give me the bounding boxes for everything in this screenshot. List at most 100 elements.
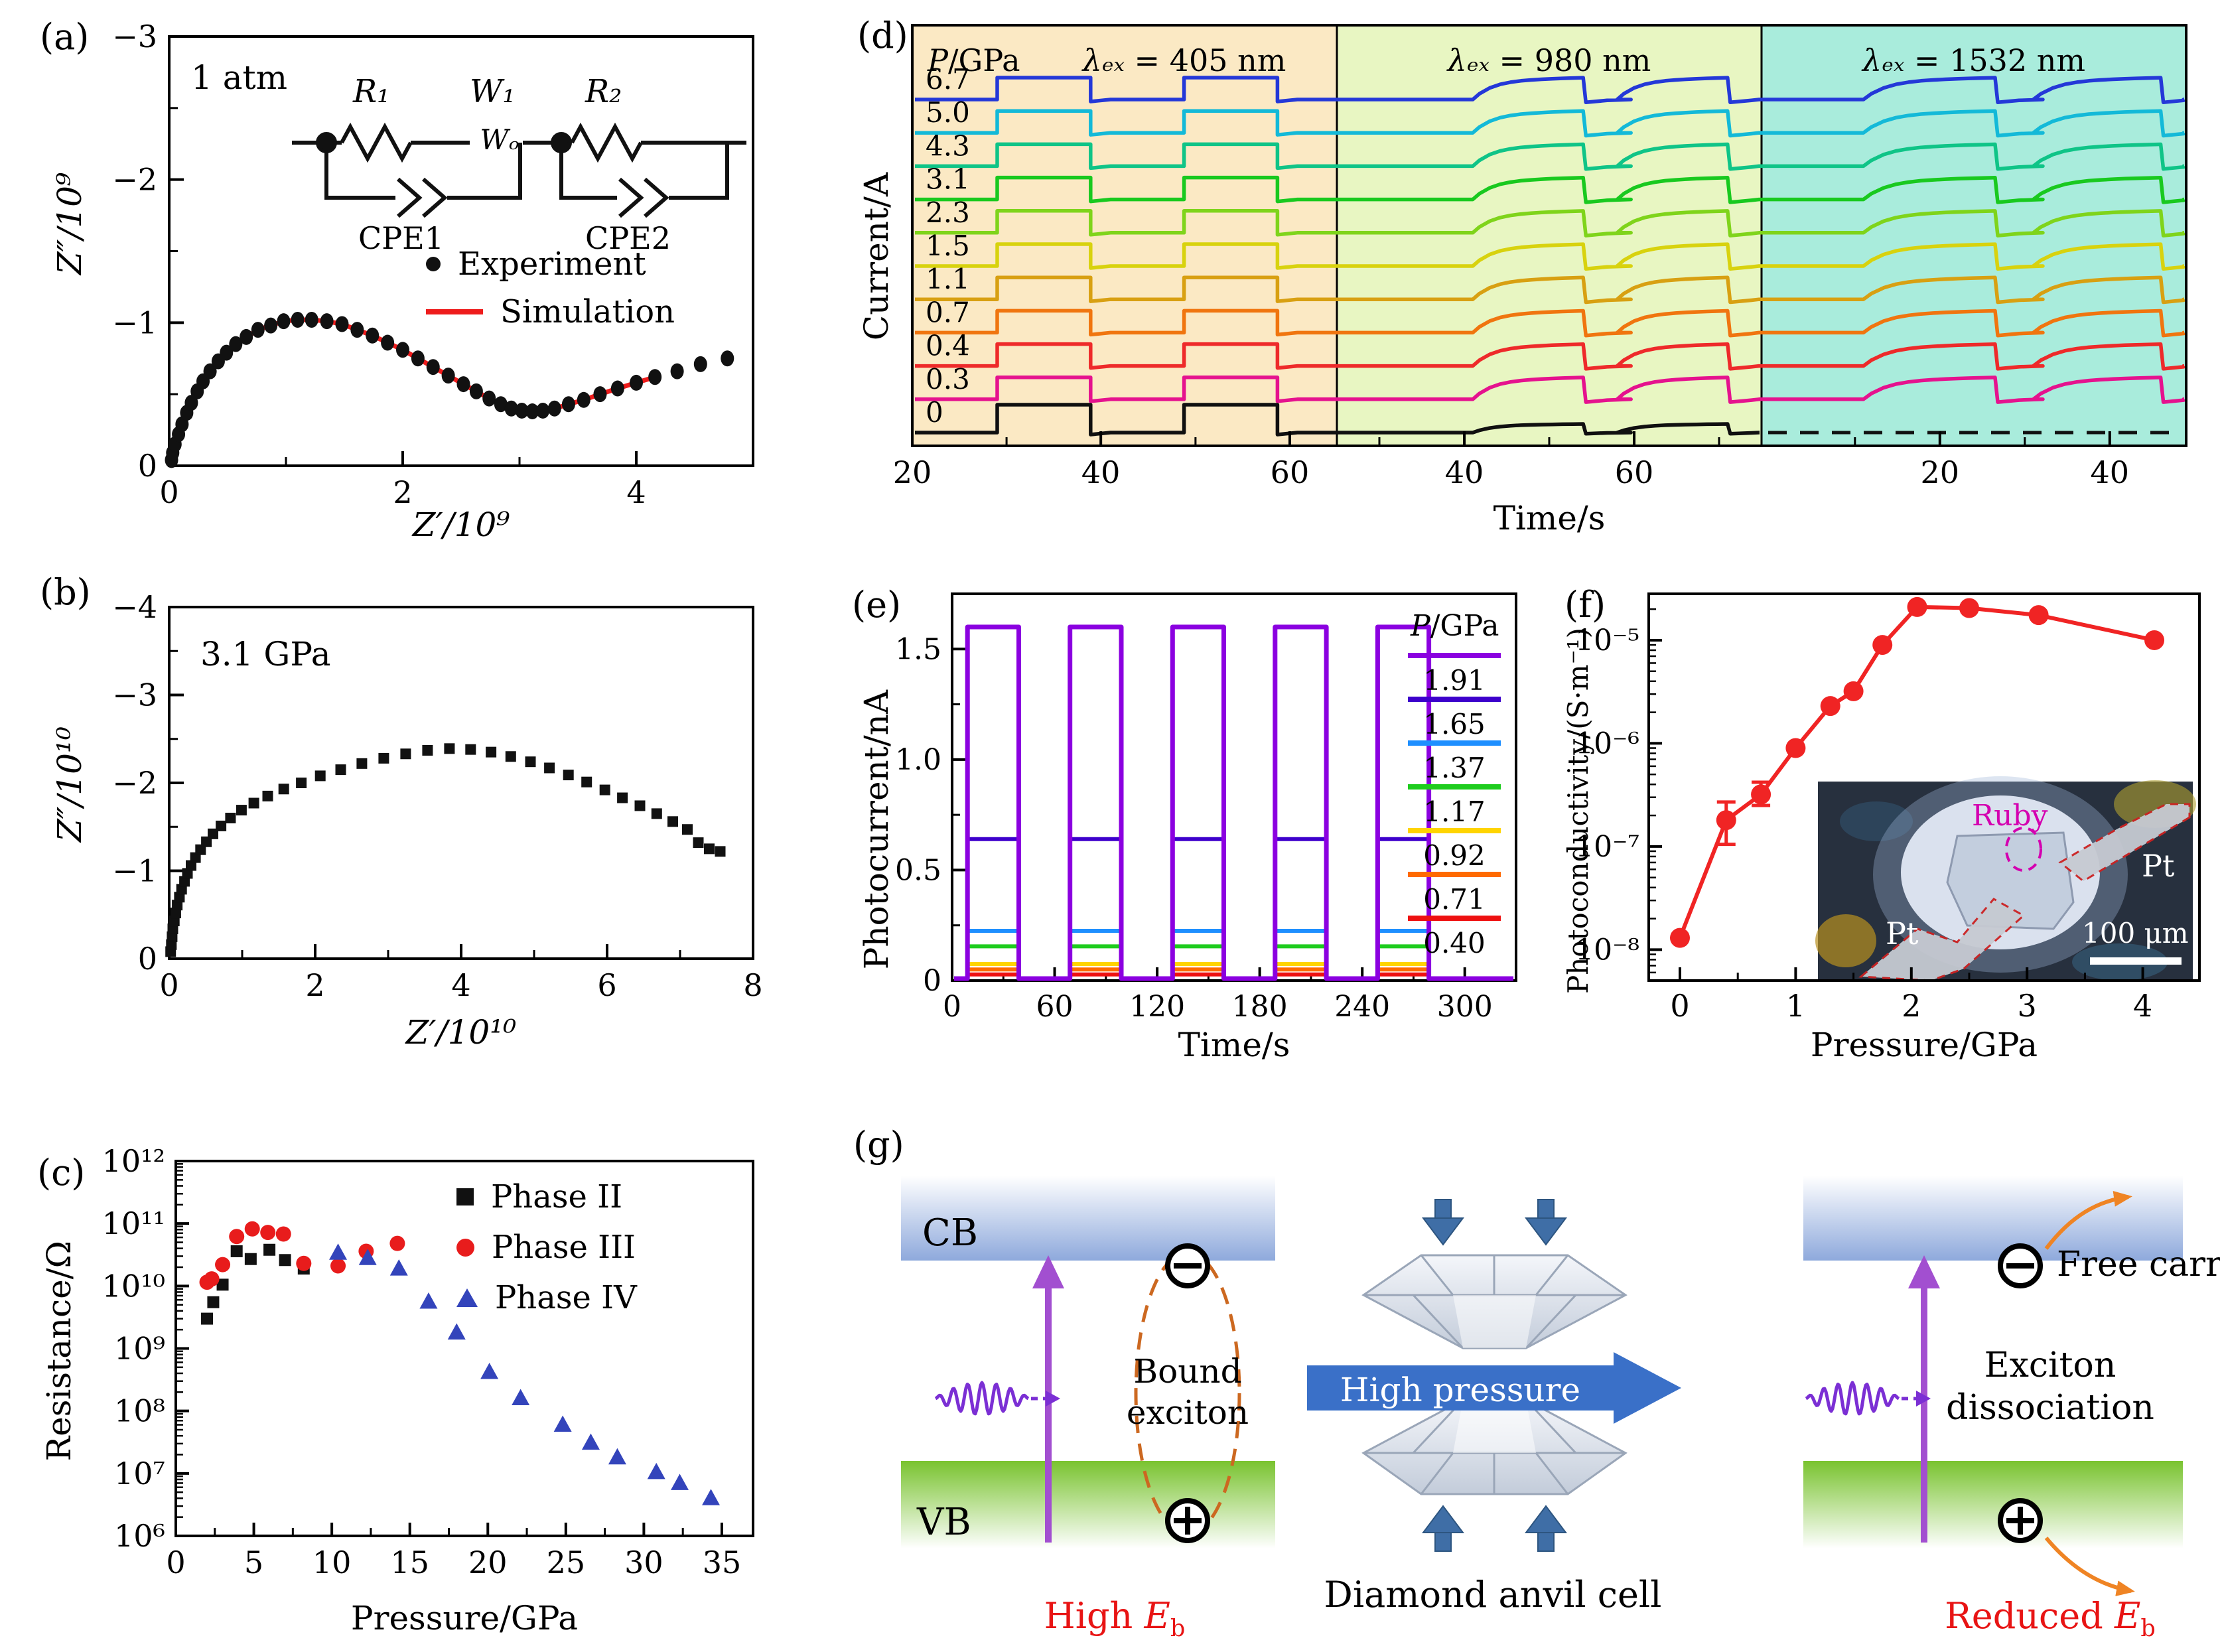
phase2-point xyxy=(216,1278,229,1291)
phase4-point xyxy=(702,1489,721,1505)
y-axis-label-b: Z″/10¹⁰ xyxy=(50,726,89,842)
resistance-pressure-plot: 0 5 10 15 20 25 30 35 10¹² 10¹¹ 10¹⁰ 10⁹ 10⁸ 10⁷ 10⁶ xyxy=(102,1143,754,1580)
panel-label-a: (a) xyxy=(40,16,90,58)
legend-label: Phase III xyxy=(492,1229,636,1266)
experiment-point xyxy=(536,402,550,419)
impedance-point xyxy=(682,824,693,835)
ruby-label: Ruby xyxy=(1972,799,2048,833)
x-axis-label-a: Z′/10⁹ xyxy=(412,506,510,544)
nyquist-plot-3gpa: 0 2 4 6 8 0 −1 −2 −3 −4 xyxy=(112,589,762,1003)
dac-microscope-inset xyxy=(1815,776,2196,982)
legend-label: Phase II xyxy=(491,1178,623,1215)
impedance-point xyxy=(667,816,678,827)
impedance-point xyxy=(248,797,259,809)
cpe2-icon xyxy=(618,177,644,218)
experiment-point xyxy=(504,400,518,417)
impedance-point xyxy=(465,744,476,755)
current-trace-0.7 xyxy=(915,309,2185,338)
phase2-marker-icon xyxy=(456,1188,474,1205)
experiment-point xyxy=(456,376,470,393)
tick-label: 120 xyxy=(1129,990,1185,1024)
pt-label-right: Pt xyxy=(2142,848,2175,884)
tick-label: 0 xyxy=(159,474,178,510)
photon-wave-icon xyxy=(1805,1381,1900,1416)
experiment-point xyxy=(469,383,483,399)
experiment-point xyxy=(366,327,380,344)
photocurrent-trace-1.91 xyxy=(954,624,1513,981)
panel-label-d: (d) xyxy=(857,15,908,56)
tick-label: −1 xyxy=(112,853,157,889)
high-eb-label: High Eb xyxy=(1044,1595,1186,1642)
tick-label: 0.3 xyxy=(926,363,970,395)
photon-arrowhead xyxy=(1046,1391,1060,1407)
tick-label: 1 xyxy=(1786,988,1805,1024)
phase3-point xyxy=(229,1229,245,1245)
tick-label: 0.92 xyxy=(1423,839,1486,872)
tick-label: 0.7 xyxy=(926,296,970,328)
nyquist-plot-1atm: 0 2 4 0 −1 −2 −3 xyxy=(112,19,754,510)
tick-label: −1 xyxy=(112,305,157,340)
experiment-point xyxy=(561,396,575,413)
panel-a-nyquist-1atm: 0 2 4 0 −1 −2 −3 (a) 1 atm R₁ W₁ R₂ Wₒ CPE1 CP… xyxy=(27,7,783,544)
pt-label-left: Pt xyxy=(1886,916,1919,951)
cb-band-left xyxy=(901,1176,1275,1261)
experiment-point xyxy=(335,316,349,332)
phase3-point xyxy=(260,1225,276,1241)
high-pressure-label: High pressure xyxy=(1340,1371,1581,1409)
tick-label: 1.37 xyxy=(1423,752,1486,784)
circuit-label-w1: W₁ xyxy=(470,73,516,110)
x-axis-label-c: Pressure/GPa xyxy=(350,1599,579,1637)
tick-label: 0 xyxy=(926,396,943,429)
tick-label: 60 xyxy=(1036,990,1074,1024)
tick-label: 0.40 xyxy=(1423,927,1486,959)
cb-band-right xyxy=(1803,1176,2183,1261)
excitation-arrowhead-right xyxy=(1908,1255,1940,1288)
phase4-point xyxy=(581,1433,600,1450)
cpe2-icon xyxy=(644,177,669,218)
phase4-point xyxy=(447,1323,466,1340)
photoconductivity-point xyxy=(2144,630,2165,650)
tick-label: −2 xyxy=(112,162,157,198)
experiment-point xyxy=(610,380,624,397)
scale-bar xyxy=(2090,957,2182,965)
tick-label: 10 xyxy=(312,1545,352,1580)
impedance-point xyxy=(422,744,433,756)
ruby-marker-icon xyxy=(2005,827,2042,872)
tick-label: −2 xyxy=(112,765,157,801)
experiment-point xyxy=(693,356,707,372)
experiment-point xyxy=(203,363,217,379)
experiment-point xyxy=(277,313,291,330)
tick-label: −3 xyxy=(112,19,157,54)
tick-label: 10⁸ xyxy=(114,1393,165,1429)
tick-label: 0 xyxy=(943,990,961,1024)
phase4-marker-icon xyxy=(456,1288,478,1307)
dac-label: Diamond anvil cell xyxy=(1324,1574,1662,1616)
tick-label: −4 xyxy=(112,589,157,625)
tick-label: −3 xyxy=(112,677,157,713)
experiment-point xyxy=(441,368,455,384)
tick-label: 10⁶ xyxy=(114,1518,165,1554)
tick-label: 300 xyxy=(1437,990,1493,1024)
impedance-point xyxy=(378,752,389,764)
tick-label: 10⁹ xyxy=(114,1331,165,1367)
panel-b-nyquist-3gpa: 0 2 4 6 8 0 −1 −2 −3 −4 (b) 3.1 GPa Z″/10¹⁰ Z′/10… xyxy=(27,561,783,1071)
tick-label: 1.91 xyxy=(1423,664,1486,697)
experiment-point xyxy=(264,317,278,334)
experiment-point xyxy=(426,359,440,376)
phase4-point xyxy=(358,1249,377,1265)
tick-label: 0 xyxy=(923,964,941,998)
phase3-point xyxy=(330,1258,346,1274)
tick-label: 1.5 xyxy=(926,230,970,262)
panel-g-schematic: (g) CB VB Bound exciton High Eb High pre… xyxy=(843,1115,2220,1652)
free-carrier-label: Free carrier xyxy=(2057,1245,2220,1284)
cpe1-icon xyxy=(422,177,448,218)
electron-icon xyxy=(1165,1243,1210,1288)
tick-label: 10¹² xyxy=(102,1143,165,1179)
pressure-column-header: P/GPa xyxy=(928,42,1020,78)
high-pressure-arrow xyxy=(1307,1352,1681,1424)
x-axis-label-e: Time/s xyxy=(1178,1026,1290,1064)
impedance-point xyxy=(278,784,289,795)
circuit-label-cpe2: CPE2 xyxy=(585,220,671,256)
tick-label: 6 xyxy=(597,967,616,1003)
wavelength-header-405: λₑₓ = 405 nm xyxy=(1082,42,1286,78)
